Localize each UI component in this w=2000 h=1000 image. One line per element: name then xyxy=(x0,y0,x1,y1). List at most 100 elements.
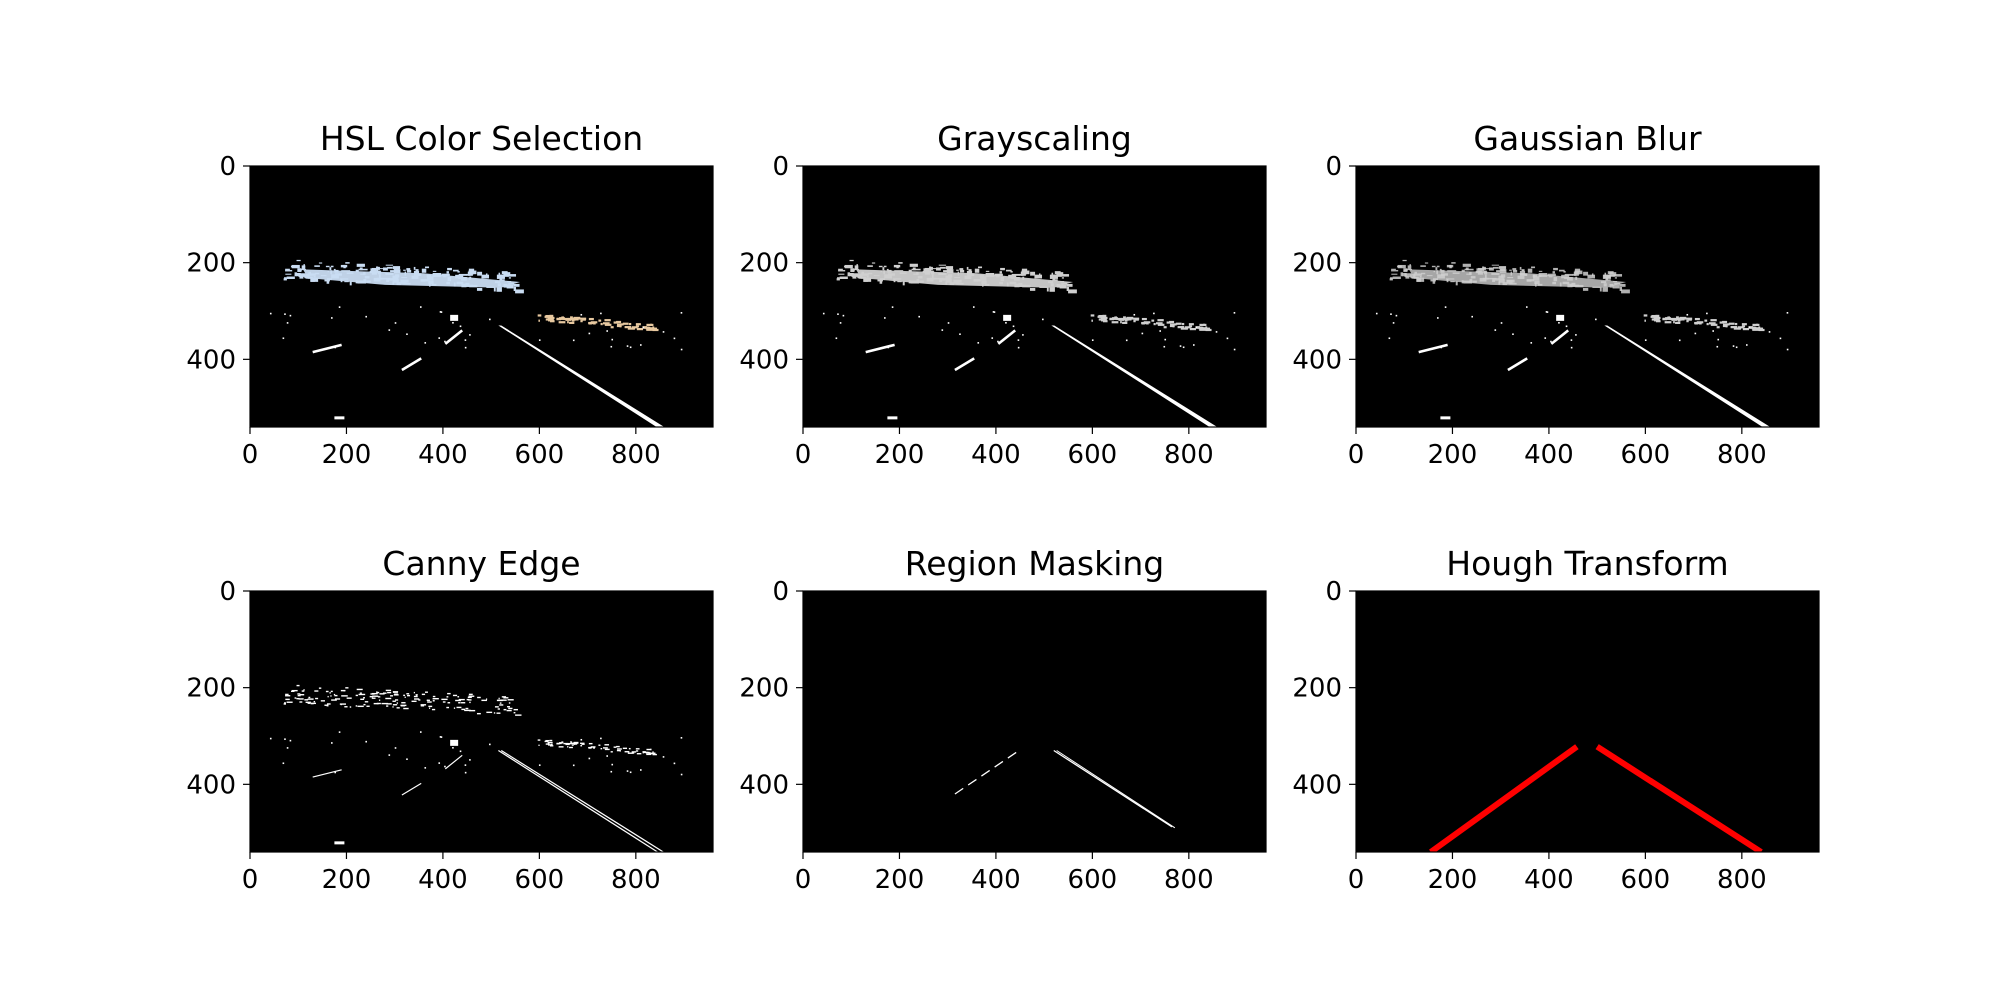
scene-speck xyxy=(441,273,450,277)
scene-speck xyxy=(1656,318,1660,321)
scene-speck xyxy=(838,270,846,272)
y-tick-label: 200 xyxy=(739,249,789,279)
scene-speck xyxy=(1124,319,1128,322)
edge-speck xyxy=(378,699,381,701)
scene-speck xyxy=(1153,322,1156,326)
scene-speck xyxy=(935,267,941,271)
scene-dot xyxy=(365,740,367,743)
scene-dot xyxy=(1550,340,1552,343)
scene-speck xyxy=(1116,317,1123,321)
panel-region: Region Masking 0 200 400 600 800 0 200 400 xyxy=(739,544,1267,895)
scene-speck xyxy=(358,268,368,271)
scene-speck xyxy=(1679,318,1682,321)
hough-left-line xyxy=(1429,744,1579,852)
scene-speck xyxy=(547,316,555,320)
edge-speck xyxy=(580,742,585,745)
scene-speck xyxy=(1722,320,1728,324)
edge-speck xyxy=(429,707,431,709)
edge-speck xyxy=(468,693,473,696)
panel-title: HSL Color Selection xyxy=(320,119,643,158)
edge-speck xyxy=(297,694,301,697)
scene-speck xyxy=(318,262,323,264)
scene-speck xyxy=(291,264,300,269)
edge-speck xyxy=(461,708,466,711)
scene-speck xyxy=(1527,268,1533,273)
edge-speck xyxy=(461,702,466,704)
scene-dot xyxy=(1444,306,1447,308)
edge-speck xyxy=(325,690,329,693)
scene-speck xyxy=(556,318,561,321)
scene-speck xyxy=(1603,274,1611,279)
scene-speck xyxy=(1059,284,1067,289)
scene-dot xyxy=(1163,345,1166,348)
scene-dot xyxy=(1530,342,1533,344)
scene-dot xyxy=(439,736,442,738)
edge-speck xyxy=(501,696,507,698)
scene-speck xyxy=(571,319,575,322)
scene-speck xyxy=(1599,287,1602,292)
scene-dot xyxy=(284,738,286,740)
y-tick-label: 200 xyxy=(1292,249,1342,279)
scene-dot xyxy=(452,322,454,324)
scene-dot xyxy=(1595,318,1597,321)
image-area xyxy=(803,591,1266,852)
scene-dot xyxy=(1233,348,1236,351)
edge-speck xyxy=(356,688,363,691)
edge-speck xyxy=(308,696,311,699)
edge-speck xyxy=(349,706,352,708)
left-lane-dash xyxy=(997,329,1017,345)
scene-dot xyxy=(394,322,397,324)
scene-speck xyxy=(1060,274,1070,277)
scene-speck xyxy=(966,270,973,276)
scene-speck xyxy=(447,267,452,271)
panel-canny: Canny Edge 0 200 400 600 800 0 200 400 xyxy=(186,544,714,895)
edge-speck xyxy=(379,693,385,695)
scene-speck xyxy=(1010,271,1013,273)
scene-speck xyxy=(1728,322,1735,325)
edge-speck xyxy=(477,696,481,699)
edge-speck xyxy=(624,751,630,753)
x-tick-label: 400 xyxy=(1524,865,1574,895)
scene-speck xyxy=(1521,269,1525,271)
y-tick-label: 200 xyxy=(1292,674,1342,704)
scene-dot xyxy=(600,737,602,740)
scene-speck xyxy=(416,270,418,272)
scene-speck xyxy=(863,277,872,282)
scene-speck xyxy=(1163,326,1167,329)
edge-speck xyxy=(455,699,462,702)
scene-speck xyxy=(1200,326,1204,329)
image-area xyxy=(1356,166,1819,427)
scene-speck xyxy=(294,272,297,277)
image-content xyxy=(954,749,1176,829)
edge-speck xyxy=(481,699,487,702)
scene-speck xyxy=(1102,320,1108,323)
right-lane-line xyxy=(498,325,665,427)
scene-speck xyxy=(1662,318,1667,321)
edge-speck xyxy=(508,707,513,710)
scene-speck xyxy=(1605,279,1611,281)
edge-speck xyxy=(598,744,601,746)
edge-speck xyxy=(315,697,319,700)
scene-speck xyxy=(1120,321,1122,324)
scene-speck xyxy=(1757,327,1764,330)
y-tick-label: 400 xyxy=(739,345,789,375)
edge-speck xyxy=(285,695,291,697)
scene-dot xyxy=(1233,312,1236,314)
scene-speck xyxy=(945,266,954,270)
edge-speck xyxy=(392,704,398,706)
panel-title: Region Masking xyxy=(905,544,1165,583)
scene-speck xyxy=(513,283,520,287)
scene-speck xyxy=(1141,322,1145,325)
scene-dot xyxy=(419,731,422,733)
edge-speck xyxy=(447,692,451,695)
scene-speck xyxy=(377,266,380,270)
scene-speck xyxy=(406,268,411,271)
scene-dot xyxy=(1706,312,1708,315)
scene-dot xyxy=(282,337,285,340)
scene-dot xyxy=(1437,317,1439,319)
edge-speck xyxy=(376,691,378,693)
scene-speck xyxy=(1602,287,1608,292)
y-tick-label: 400 xyxy=(1292,770,1342,800)
scene-speck xyxy=(648,327,654,331)
scene-speck xyxy=(1477,267,1486,270)
